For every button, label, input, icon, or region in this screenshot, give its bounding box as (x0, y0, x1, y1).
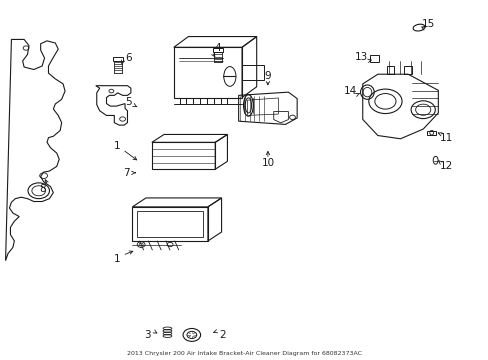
Text: 5: 5 (125, 97, 131, 107)
Text: 14: 14 (344, 86, 357, 96)
Text: 12: 12 (439, 161, 452, 171)
Text: 2: 2 (219, 330, 225, 340)
Text: 3: 3 (144, 330, 151, 340)
Text: 1: 1 (113, 141, 120, 151)
Text: 11: 11 (439, 133, 452, 143)
Text: 2013 Chrysler 200 Air Intake Bracket-Air Cleaner Diagram for 68082373AC: 2013 Chrysler 200 Air Intake Bracket-Air… (127, 351, 361, 356)
Text: 10: 10 (261, 158, 274, 168)
Text: 15: 15 (421, 19, 434, 29)
Text: 7: 7 (123, 168, 129, 178)
Text: 13: 13 (354, 52, 367, 62)
Text: 1: 1 (113, 254, 120, 264)
Text: 6: 6 (125, 53, 131, 63)
Text: 8: 8 (39, 184, 45, 194)
Text: 9: 9 (264, 71, 271, 81)
Text: 4: 4 (214, 43, 221, 53)
